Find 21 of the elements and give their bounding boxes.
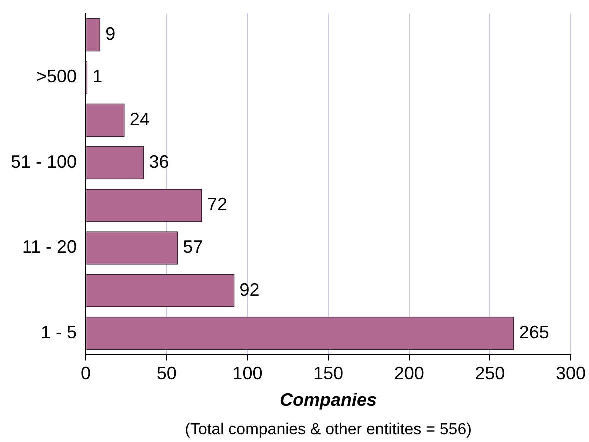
x-tick-label: 50 bbox=[156, 364, 177, 384]
text: (Total companies & other entitites = 556) bbox=[185, 421, 472, 438]
y-tick-label: 11 - 20 bbox=[22, 237, 78, 258]
x-tick-label: 100 bbox=[232, 364, 263, 384]
x-tick-label: 250 bbox=[475, 364, 506, 384]
data-label: 57 bbox=[183, 237, 204, 258]
x-tick-label: 0 bbox=[81, 364, 92, 384]
data-label: 265 bbox=[519, 322, 550, 342]
data-label: 36 bbox=[149, 152, 170, 172]
y-tick-label: 1 - 5 bbox=[41, 322, 78, 342]
data-label: 72 bbox=[207, 194, 228, 215]
y-tick-label: >500 bbox=[36, 66, 78, 87]
data-label: 92 bbox=[240, 280, 260, 300]
x-tick-label: 200 bbox=[394, 364, 424, 384]
y-tick-label: 51 - 100 bbox=[10, 152, 78, 172]
data-label: 1 bbox=[92, 66, 103, 87]
data-label: 24 bbox=[130, 109, 150, 130]
x-tick-label: 150 bbox=[313, 364, 344, 384]
data-label: 9 bbox=[106, 24, 116, 44]
x-axis-title: Companies bbox=[280, 390, 378, 410]
x-tick-label: 300 bbox=[556, 364, 586, 384]
